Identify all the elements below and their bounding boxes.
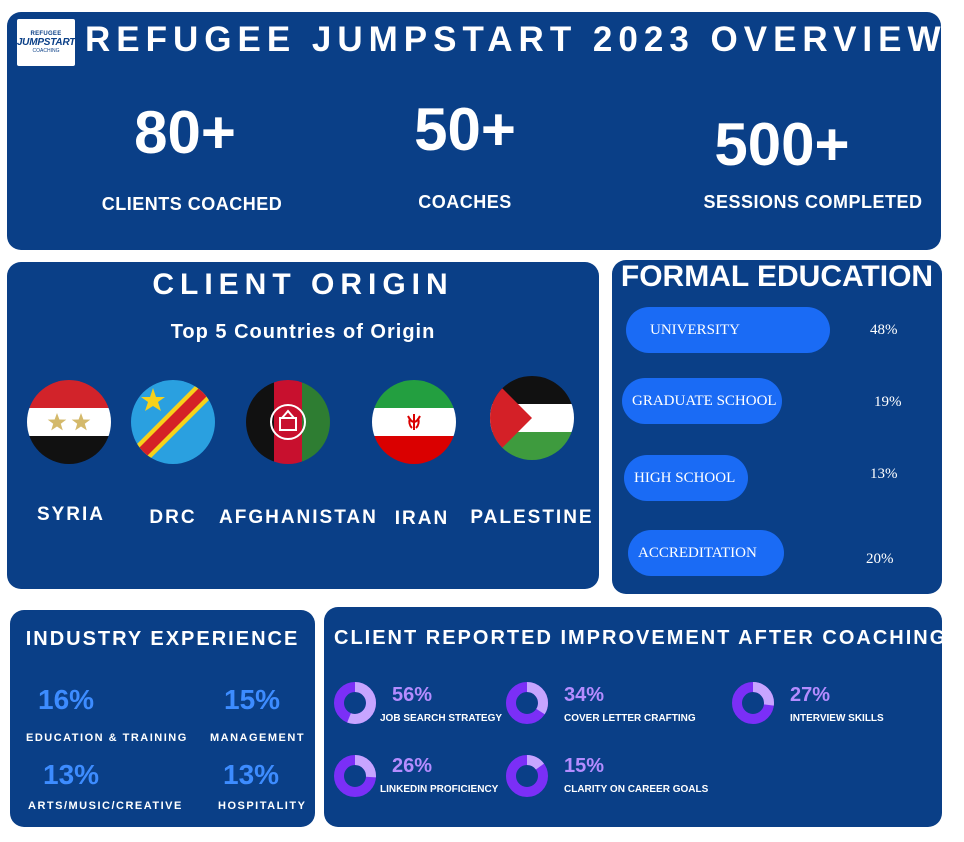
improvement-label-career-goals: CLARITY ON CAREER GOALS — [564, 784, 709, 795]
formal-education-title: FORMAL EDUCATION — [620, 260, 934, 293]
industry-label-hospitality: HOSPITALITY — [218, 800, 307, 812]
improvement-percent-cover-letter: 34% — [564, 684, 605, 706]
logo-line-2: JUMPSTART — [16, 36, 76, 48]
formal-education-panel: FORMAL EDUCATION UNIVERSITY 48% GRADUATE… — [612, 260, 942, 594]
education-percent-high-school: 13% — [870, 466, 898, 482]
syria-flag-icon — [27, 380, 111, 464]
country-label-palestine: PALESTINE — [470, 507, 594, 528]
industry-percent-arts: 13% — [43, 759, 100, 790]
drc-flag-icon — [131, 380, 215, 464]
improvement-panel: CLIENT REPORTED IMPROVEMENT AFTER COACHI… — [324, 607, 945, 827]
donut-fill — [506, 682, 548, 724]
improvement-title: CLIENT REPORTED IMPROVEMENT AFTER COACHI… — [334, 627, 948, 649]
industry-percent-management: 15% — [224, 684, 281, 715]
donut-fill — [732, 682, 774, 724]
refugee-jumpstart-logo: REFUGEE JUMPSTART COACHING — [17, 19, 75, 66]
education-bar-high-school: HIGH SCHOOL — [624, 455, 748, 501]
improvement-label-linkedin: LINKEDIN PROFICIENCY — [380, 784, 499, 795]
donut-fill — [334, 682, 376, 724]
education-percent-graduate-school: 19% — [874, 394, 902, 410]
education-bar-accreditation: ACCREDITATION — [628, 530, 784, 576]
improvement-label-interview: INTERVIEW SKILLS — [790, 713, 884, 724]
coaches-label: COACHES — [418, 192, 512, 212]
improvement-percent-interview: 27% — [790, 684, 831, 706]
industry-label-education: EDUCATION & TRAINING — [26, 732, 188, 744]
improvement-percent-job-search: 56% — [392, 684, 433, 706]
coaches-value: 50+ — [414, 96, 516, 163]
page-title: REFUGEE JUMPSTART 2023 OVERVIEW — [85, 20, 947, 59]
country-label-afghanistan: AFGHANISTAN — [219, 507, 378, 528]
donut-fill — [334, 755, 376, 797]
country-label-syria: SYRIA — [36, 504, 106, 525]
education-percent-accreditation: 20% — [866, 551, 894, 567]
education-bar-university: UNIVERSITY — [626, 307, 830, 353]
industry-label-arts: ARTS/MUSIC/CREATIVE — [28, 800, 183, 812]
donut-interview-skills — [732, 682, 774, 724]
donut-career-goals — [506, 755, 548, 797]
logo-line-3: COACHING — [32, 47, 60, 54]
overview-panel: REFUGEE JUMPSTART COACHING REFUGEE JUMPS… — [7, 12, 941, 250]
palestine-flag-icon — [490, 376, 574, 460]
industry-experience-panel: INDUSTRY EXPERIENCE 16% EDUCATION & TRAI… — [10, 610, 315, 827]
iran-flag-icon — [372, 380, 456, 464]
donut-linkedin — [334, 755, 376, 797]
industry-percent-hospitality: 13% — [223, 759, 280, 790]
education-bar-graduate-school: GRADUATE SCHOOL — [622, 378, 782, 424]
improvement-label-job-search: JOB SEARCH STRATEGY — [380, 713, 503, 724]
sessions-completed-label: SESSIONS COMPLETED — [703, 192, 923, 212]
client-origin-panel: CLIENT ORIGIN Top 5 Countries of Origin — [7, 262, 599, 589]
education-percent-university: 48% — [870, 322, 898, 338]
donut-cover-letter — [506, 682, 548, 724]
improvement-percent-linkedin: 26% — [392, 755, 433, 777]
clients-coached-label: CLIENTS COACHED — [101, 194, 283, 214]
donut-fill — [506, 755, 548, 797]
logo-line-1: REFUGEE — [30, 30, 62, 37]
country-label-drc: DRC — [149, 507, 197, 528]
clients-coached-value: 80+ — [134, 99, 236, 166]
client-origin-subtitle: Top 5 Countries of Origin — [170, 321, 436, 343]
industry-experience-title: INDUSTRY EXPERIENCE — [25, 628, 300, 650]
donut-job-search — [334, 682, 376, 724]
client-origin-title: CLIENT ORIGIN — [152, 268, 454, 301]
sessions-completed-value: 500+ — [714, 111, 850, 178]
improvement-percent-career-goals: 15% — [564, 755, 605, 777]
afghanistan-flag-icon — [246, 380, 330, 464]
country-label-iran: IRAN — [394, 508, 450, 529]
improvement-label-cover-letter: COVER LETTER CRAFTING — [564, 713, 696, 724]
industry-label-management: MANAGEMENT — [210, 732, 306, 744]
industry-percent-education: 16% — [38, 684, 95, 715]
